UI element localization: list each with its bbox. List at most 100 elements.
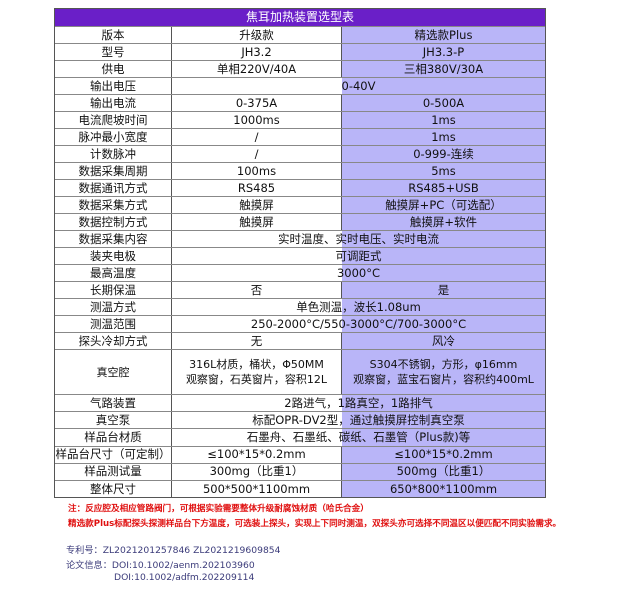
table-row: 输出电压 0-40V <box>55 77 545 94</box>
row-label: 样品台材质 <box>55 429 172 446</box>
plus-cell: JH3.3-P <box>342 44 545 60</box>
table-row: 数据通讯方式 RS485 RS485+USB <box>55 179 545 196</box>
merged-cell: 实时温度、实时电压、实时电流 <box>172 231 545 247</box>
upgrade-cell: / <box>172 146 342 162</box>
plus-cell: ≤100*15*0.2mm <box>342 446 545 463</box>
plus-cell: 0-999-连续 <box>342 146 545 162</box>
plus-cell: RS485+USB <box>342 180 545 196</box>
row-label: 数据通讯方式 <box>55 180 172 196</box>
row-label: 型号 <box>55 44 172 60</box>
merged-cell: 石墨舟、石墨纸、碳纸、石墨管（Plus款)等 <box>172 429 545 446</box>
row-label: 测温方式 <box>55 299 172 315</box>
note-line-2: 精选款Plus标配探头探测样品台下方温度，可选装上探头，实现上下同时测温，双探头… <box>68 519 562 529</box>
row-label: 数据采集方式 <box>55 197 172 213</box>
table-row: 电流爬坡时间 1000ms 1ms <box>55 111 545 128</box>
selection-table: 焦耳加热装置选型表 版本 升级款 精选款Plus 型号 JH3.2 JH3.3-P 供电 单相… <box>54 8 546 499</box>
table-row: 长期保温否是 <box>55 281 545 298</box>
table-row: 数据采集方式 触摸屏 触摸屏+PC（可选配） <box>55 196 545 213</box>
table-row: 数据采集内容 实时温度、实时电压、实时电流 <box>55 230 545 247</box>
table-row: 数据控制方式 触摸屏 触摸屏+软件 <box>55 213 545 230</box>
cell-line: S304不锈钢，方形，φ16mm <box>369 358 518 371</box>
table-row: 测温范围 250-2000°C/550-3000°C/700-3000°C <box>55 315 545 332</box>
upgrade-cell: 0-375A <box>172 95 342 111</box>
row-label: 数据控制方式 <box>55 214 172 230</box>
row-label: 电流爬坡时间 <box>55 112 172 128</box>
upgrade-cell: RS485 <box>172 180 342 196</box>
row-label: 测温范围 <box>55 316 172 332</box>
row-label: 真空泵 <box>55 412 172 429</box>
table-row: 测温方式 单色测温，波长1.08um <box>55 298 545 315</box>
row-label: 脉冲最小宽度 <box>55 129 172 145</box>
row-label: 供电 <box>55 61 172 77</box>
cell-line: 观察窗，蓝宝石窗片，容积约400mL <box>353 373 534 386</box>
row-label: 数据采集内容 <box>55 231 172 247</box>
patent-info: 专利号：ZL2021201257846 ZL2021219609854 <box>66 545 281 556</box>
plus-cell: 是 <box>342 282 545 298</box>
table-row: 样品测试量 300mg（比重1） 500mg（比重1） <box>55 462 545 480</box>
plus-cell: 触摸屏+PC（可选配） <box>342 197 545 213</box>
table-row: 脉冲最小宽度/1ms <box>55 128 545 145</box>
paper-info-1: 论文信息：DOI:10.1002/aenm.202103960 <box>66 560 255 571</box>
table-row: 气路装置 2路进气，1路真空，1路排气 <box>55 394 545 412</box>
table-row: 样品台材质 石墨舟、石墨纸、碳纸、石墨管（Plus款)等 <box>55 428 545 446</box>
row-label: 计数脉冲 <box>55 146 172 162</box>
plus-cell: 5ms <box>342 163 545 179</box>
merged-cell: 0-40V <box>172 78 545 94</box>
plus-cell: 650*800*1100mm <box>342 480 545 498</box>
row-label: 版本 <box>55 27 172 43</box>
row-label: 最高温度 <box>55 265 172 281</box>
upgrade-cell: JH3.2 <box>172 44 342 60</box>
upgrade-cell: 升级款 <box>172 27 342 43</box>
plus-cell: 500mg（比重1） <box>342 463 545 480</box>
row-label: 探头冷却方式 <box>55 333 172 349</box>
row-label: 样品台尺寸（可定制） <box>55 446 172 463</box>
merged-cell: 3000°C <box>172 265 545 281</box>
table-row: 真空腔 316L材质，桶状，Φ50MM 观察窗，石英窗片，容积12L S304不锈钢，… <box>55 349 545 394</box>
cell-line: 316L材质，桶状，Φ50MM <box>189 358 324 371</box>
plus-cell: 风冷 <box>342 333 545 349</box>
row-label: 装夹电极 <box>55 248 172 264</box>
upgrade-cell: ≤100*15*0.2mm <box>172 446 342 463</box>
note-line-1: 注：反应腔及相应管路阀门，可根据实验需要整体升级耐腐蚀材质（哈氏合金） <box>68 504 369 514</box>
table-row: 型号 JH3.2 JH3.3-P <box>55 43 545 60</box>
upgrade-cell: 316L材质，桶状，Φ50MM 观察窗，石英窗片，容积12L <box>172 350 342 394</box>
upgrade-cell: 300mg（比重1） <box>172 463 342 480</box>
paper-info-2: DOI:10.1002/adfm.202209114 <box>114 572 255 583</box>
table-title: 焦耳加热装置选型表 <box>55 9 545 26</box>
cell-line: 观察窗，石英窗片，容积12L <box>185 373 328 386</box>
plus-cell: 精选款Plus <box>342 27 545 43</box>
row-label: 长期保温 <box>55 282 172 298</box>
upgrade-cell: 1000ms <box>172 112 342 128</box>
row-label: 输出电流 <box>55 95 172 111</box>
plus-cell: 1ms <box>342 112 545 128</box>
row-label: 输出电压 <box>55 78 172 94</box>
row-label: 真空腔 <box>55 350 172 394</box>
table-row: 整体尺寸 500*500*1100mm 650*800*1100mm <box>55 479 545 498</box>
row-label: 整体尺寸 <box>55 480 172 498</box>
row-label: 数据采集周期 <box>55 163 172 179</box>
table-row: 输出电流 0-375A 0-500A <box>55 94 545 111</box>
plus-cell: 三相380V/30A <box>342 61 545 77</box>
plus-cell: 1ms <box>342 129 545 145</box>
merged-cell: 标配OPR-DV2型，通过触摸屏控制真空泵 <box>172 412 545 429</box>
table-row: 探头冷却方式无风冷 <box>55 332 545 349</box>
upgrade-cell: 触摸屏 <box>172 214 342 230</box>
upgrade-cell: 否 <box>172 282 342 298</box>
plus-cell: 0-500A <box>342 95 545 111</box>
table-row: 计数脉冲/0-999-连续 <box>55 145 545 162</box>
upgrade-cell: 无 <box>172 333 342 349</box>
merged-cell: 2路进气，1路真空，1路排气 <box>172 395 545 412</box>
upgrade-cell: 触摸屏 <box>172 197 342 213</box>
table-row: 版本 升级款 精选款Plus <box>55 26 545 43</box>
table-row: 数据采集周期 100ms 5ms <box>55 162 545 179</box>
merged-cell: 单色测温，波长1.08um <box>172 299 545 315</box>
upgrade-cell: 100ms <box>172 163 342 179</box>
plus-cell: 触摸屏+软件 <box>342 214 545 230</box>
table-row: 样品台尺寸（可定制） ≤100*15*0.2mm ≤100*15*0.2mm <box>55 445 545 463</box>
upgrade-cell: 单相220V/40A <box>172 61 342 77</box>
upgrade-cell: 500*500*1100mm <box>172 480 342 498</box>
row-label: 样品测试量 <box>55 463 172 480</box>
upgrade-cell: / <box>172 129 342 145</box>
merged-cell: 可调距式 <box>172 248 545 264</box>
table-row: 最高温度 3000°C <box>55 264 545 281</box>
